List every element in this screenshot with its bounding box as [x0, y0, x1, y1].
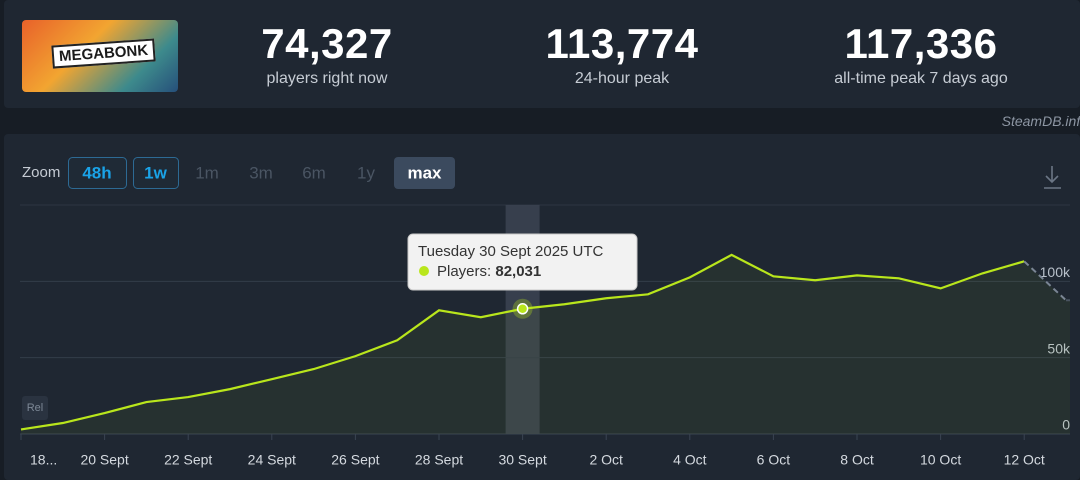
stat-label: 24-hour peak — [574, 70, 670, 87]
zoom-button-label: 6m — [302, 163, 326, 182]
tooltip-box — [407, 233, 638, 291]
game-logo[interactable]: MEGABONK — [22, 20, 178, 92]
x-tick-label: 30 Sept — [498, 452, 546, 468]
x-tick-label: 12 Oct — [1004, 452, 1045, 468]
x-tick-label: 6 Oct — [757, 452, 791, 468]
x-tick-label: 28 Sept — [415, 452, 463, 468]
x-tick-label: 22 Sept — [164, 452, 212, 468]
tooltip-title: Tuesday 30 Sept 2025 UTC — [418, 243, 604, 260]
x-tick-label: 2 Oct — [589, 452, 623, 468]
stat: 117,336 all-time peak 7 days ago — [791, 20, 1051, 88]
x-tick-label: 24 Sept — [248, 452, 296, 468]
stat: 74,327 players right now — [197, 20, 457, 88]
x-tick-label: 10 Oct — [920, 452, 961, 468]
zoom-label: Zoom — [22, 164, 60, 181]
watermark: SteamDB.info — [1001, 113, 1080, 129]
zoom-button-label: 3m — [249, 163, 273, 182]
x-tick-label: 18... — [30, 452, 57, 468]
stat-value: 117,336 — [844, 20, 998, 67]
tooltip-row: Players: 82,031 — [437, 263, 541, 280]
zoom-button-label: 1m — [195, 163, 219, 182]
zoom-button[interactable] — [68, 157, 127, 189]
y-tick-label: 0 — [1062, 417, 1070, 433]
line-area — [21, 254, 1070, 434]
zoom-button[interactable] — [394, 157, 455, 189]
stat: 113,774 24-hour peak — [492, 20, 752, 88]
hover-point — [516, 303, 529, 315]
x-tick-label: 20 Sept — [80, 452, 128, 468]
download-icon[interactable] — [1044, 166, 1061, 189]
tooltip-value: 82,031 — [495, 263, 541, 280]
y-tick-label: 100k — [1040, 264, 1071, 280]
zoom-button-label: 1w — [144, 163, 167, 182]
x-tick-label: 26 Sept — [331, 452, 379, 468]
zoom-button-label: 48h — [82, 163, 111, 182]
zoom-button[interactable] — [133, 157, 179, 189]
zoom-button-label: 1y — [357, 163, 375, 182]
tooltip-swatch — [419, 266, 429, 276]
tooltip: Tuesday 30 Sept 2025 UTC Players: 82,031 — [407, 233, 638, 291]
stat-label: players right now — [266, 70, 388, 87]
x-tick-label: 4 Oct — [673, 452, 707, 468]
stats-card: MEGABONK 74,327 players right now 113,774… — [4, 0, 1080, 108]
stat-label: all-time peak 7 days ago — [834, 70, 1008, 87]
y-tick-label: 50k — [1047, 340, 1071, 356]
rel-label: Rel — [27, 402, 44, 414]
stat-value: 113,774 — [545, 20, 699, 67]
tooltip-series-label: Players: — [437, 263, 491, 280]
zoom-button-label: max — [407, 163, 442, 182]
rel-badge[interactable] — [22, 396, 48, 420]
x-tick-label: 8 Oct — [840, 452, 874, 468]
stat-value: 74,327 — [261, 20, 393, 67]
